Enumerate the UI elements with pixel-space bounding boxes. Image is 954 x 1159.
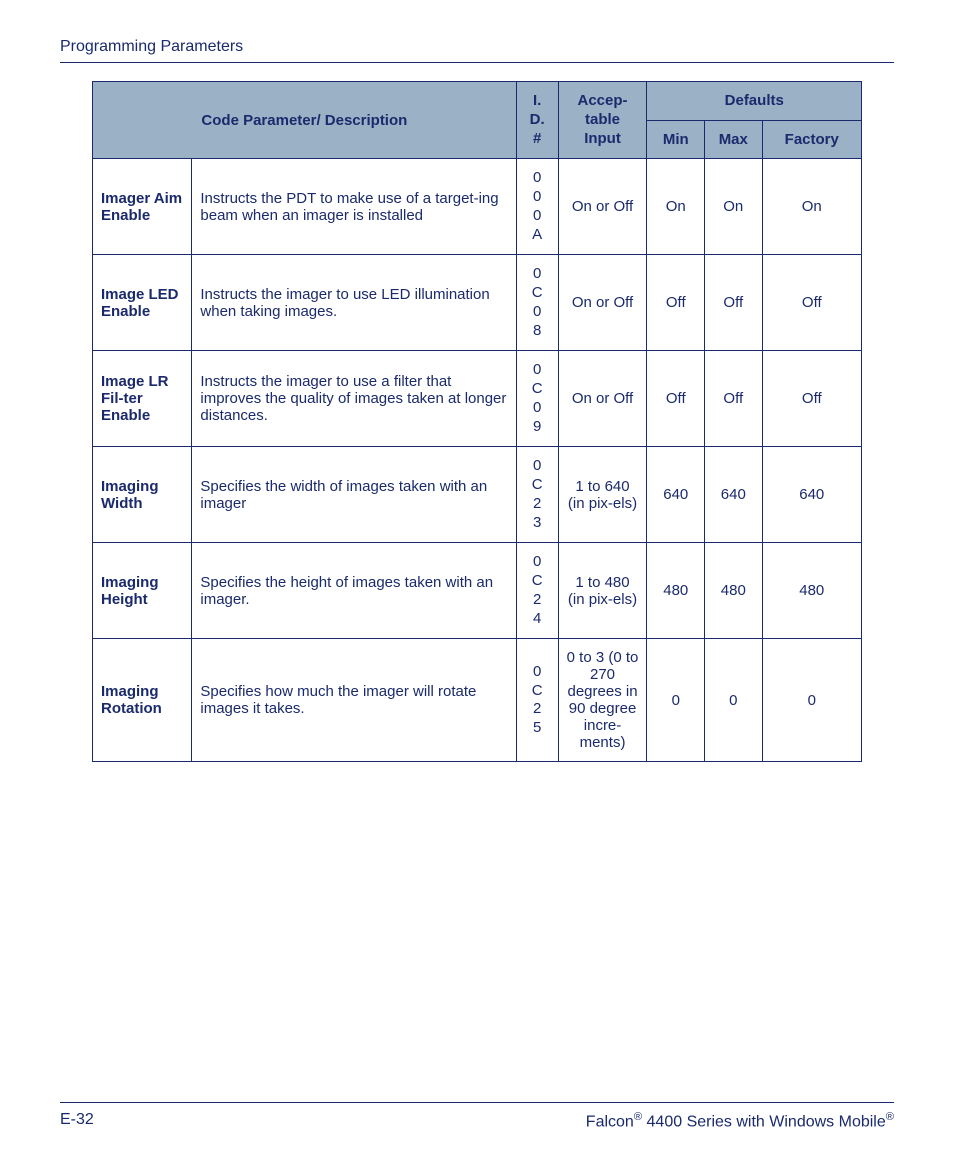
table-row: Imaging RotationSpecifies how much the i… [93, 639, 862, 762]
header-rule [60, 62, 894, 63]
param-min: 0 [647, 639, 705, 762]
footer-product-line: Falcon® 4400 Series with Windows Mobile® [586, 1111, 894, 1131]
table-row: Image LED EnableInstructs the imager to … [93, 255, 862, 351]
param-id: 000A [516, 159, 558, 255]
col-factory: Factory [762, 120, 861, 159]
param-description: Instructs the PDT to make use of a targe… [192, 159, 516, 255]
param-input: On or Off [558, 159, 647, 255]
param-max: 0 [705, 639, 763, 762]
table-row: Imaging WidthSpecifies the width of imag… [93, 447, 862, 543]
param-id: 0C09 [516, 351, 558, 447]
param-name: Image LED Enable [93, 255, 192, 351]
param-id: 0C08 [516, 255, 558, 351]
param-input: 1 to 480 (in pix-els) [558, 543, 647, 639]
table-body: Imager Aim EnableInstructs the PDT to ma… [93, 159, 862, 762]
param-factory: 640 [762, 447, 861, 543]
param-min: 480 [647, 543, 705, 639]
param-max: On [705, 159, 763, 255]
param-name: Imaging Height [93, 543, 192, 639]
param-input: 1 to 640 (in pix-els) [558, 447, 647, 543]
param-factory: On [762, 159, 861, 255]
col-defaults: Defaults [647, 82, 862, 121]
param-name: Imaging Rotation [93, 639, 192, 762]
param-min: Off [647, 351, 705, 447]
table-row: Imager Aim EnableInstructs the PDT to ma… [93, 159, 862, 255]
param-name: Imager Aim Enable [93, 159, 192, 255]
param-name: Image LR Fil-ter Enable [93, 351, 192, 447]
param-factory: 0 [762, 639, 861, 762]
page-header-title: Programming Parameters [60, 38, 894, 62]
param-max: Off [705, 351, 763, 447]
parameters-table: Code Parameter/ Description I.D.# Accep-… [92, 81, 862, 762]
param-max: 480 [705, 543, 763, 639]
param-factory: Off [762, 351, 861, 447]
col-input: Accep-tableInput [558, 82, 647, 159]
col-id: I.D.# [516, 82, 558, 159]
param-factory: 480 [762, 543, 861, 639]
param-description: Specifies the height of images taken wit… [192, 543, 516, 639]
col-code-param: Code Parameter/ Description [93, 82, 517, 159]
footer-rule [60, 1102, 894, 1103]
table-row: Imaging HeightSpecifies the height of im… [93, 543, 862, 639]
col-min: Min [647, 120, 705, 159]
param-input: 0 to 3 (0 to 270 degrees in 90 degree in… [558, 639, 647, 762]
param-description: Specifies how much the imager will rotat… [192, 639, 516, 762]
param-min: 640 [647, 447, 705, 543]
param-min: Off [647, 255, 705, 351]
param-id: 0C23 [516, 447, 558, 543]
param-id: 0C25 [516, 639, 558, 762]
table-header: Code Parameter/ Description I.D.# Accep-… [93, 82, 862, 159]
param-name: Imaging Width [93, 447, 192, 543]
param-input: On or Off [558, 255, 647, 351]
param-description: Instructs the imager to use a filter tha… [192, 351, 516, 447]
footer-page-number: E-32 [60, 1111, 94, 1131]
document-page: Programming Parameters Code Parameter/ D… [0, 0, 954, 1159]
param-id: 0C24 [516, 543, 558, 639]
page-footer: E-32 Falcon® 4400 Series with Windows Mo… [60, 1102, 894, 1131]
param-description: Specifies the width of images taken with… [192, 447, 516, 543]
col-max: Max [705, 120, 763, 159]
table-row: Image LR Fil-ter EnableInstructs the ima… [93, 351, 862, 447]
param-min: On [647, 159, 705, 255]
param-max: 640 [705, 447, 763, 543]
param-input: On or Off [558, 351, 647, 447]
param-max: Off [705, 255, 763, 351]
param-factory: Off [762, 255, 861, 351]
param-description: Instructs the imager to use LED illumina… [192, 255, 516, 351]
